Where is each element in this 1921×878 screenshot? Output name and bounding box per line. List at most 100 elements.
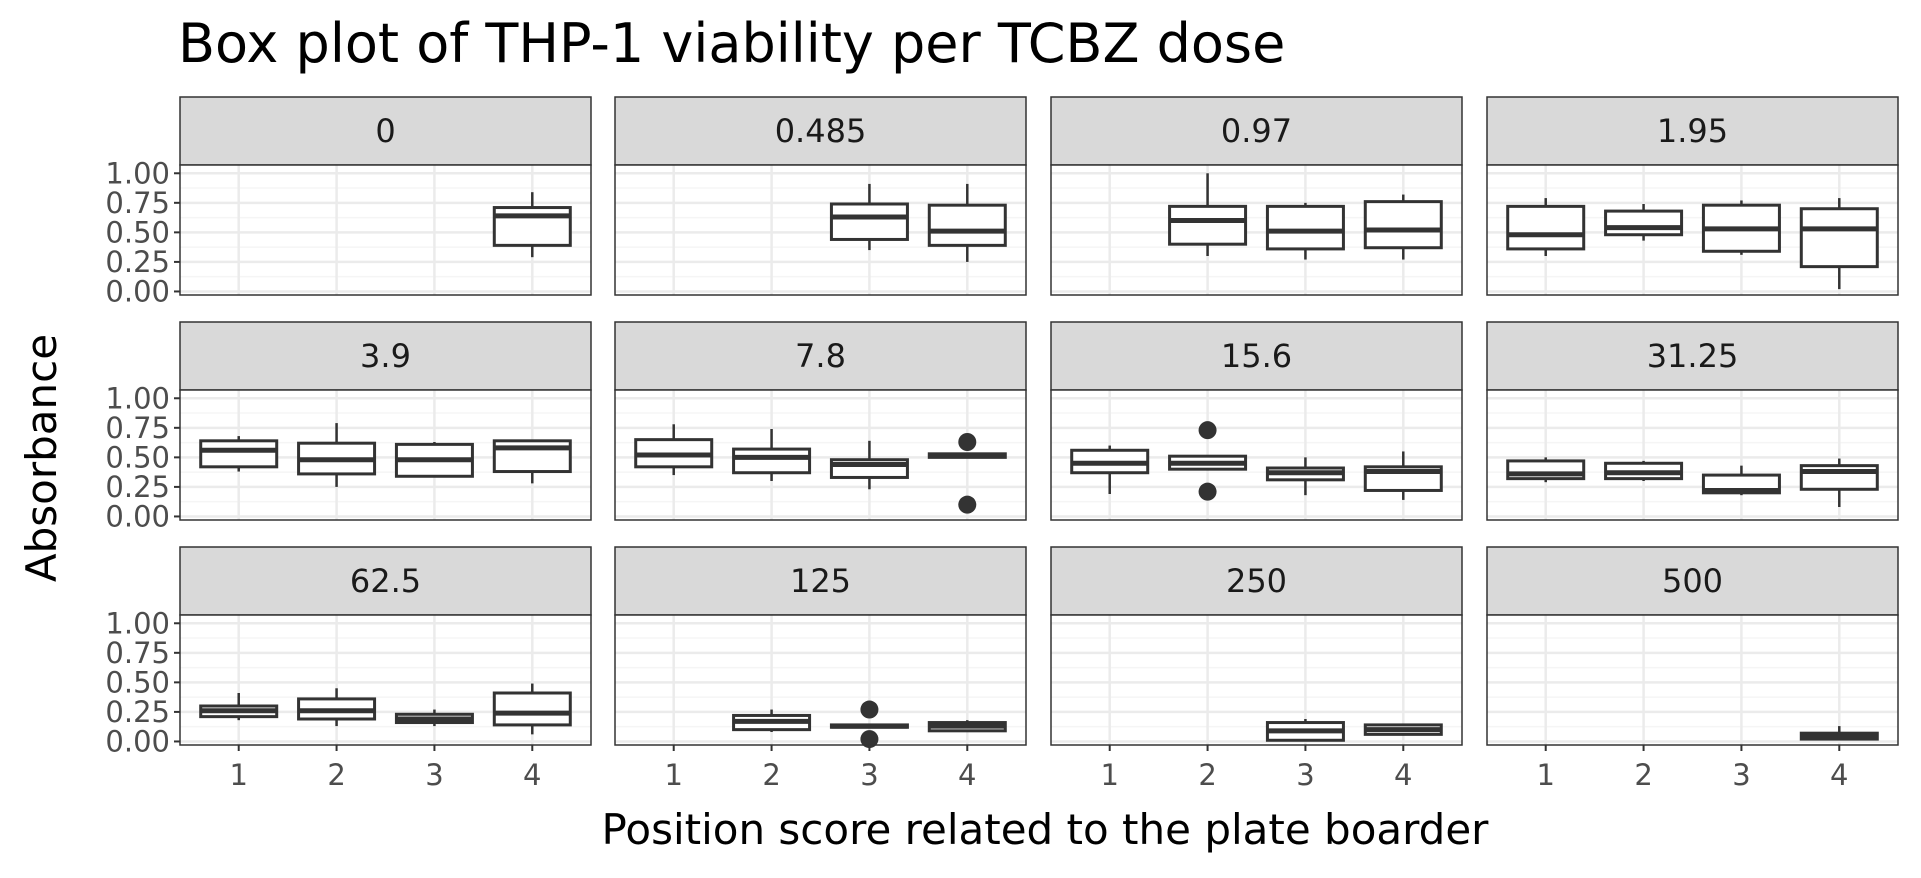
- facet-panel: 0 0.000.250.500.751.00: [105, 96, 592, 308]
- box-3: [1265, 719, 1345, 742]
- x-tick-label: 2: [762, 758, 780, 792]
- facet-panel: 250 1 2 3 4: [1050, 546, 1463, 792]
- panel-border: [1486, 164, 1899, 296]
- y-tick-label: 0.75: [105, 411, 170, 445]
- box-iqr: [492, 206, 572, 247]
- x-tick-label: 2: [1198, 758, 1216, 792]
- box-3: [1701, 465, 1781, 496]
- outlier-point: [958, 433, 977, 451]
- box-1: [1506, 457, 1586, 483]
- box-3: [394, 442, 474, 478]
- box-1: [199, 693, 279, 721]
- box-iqr: [199, 439, 279, 469]
- box-4: [1799, 198, 1879, 290]
- box-1: [1506, 198, 1586, 256]
- facet-strip: [1486, 96, 1899, 166]
- y-tick-label: 0.50: [105, 215, 170, 249]
- x-tick-label: 4: [523, 758, 541, 792]
- box-1: [634, 424, 714, 476]
- y-axis-title: Absorbance: [17, 334, 66, 582]
- panel-border: [614, 614, 1027, 746]
- panel-border: [1050, 164, 1463, 296]
- x-tick-label: 3: [425, 758, 443, 792]
- box-iqr: [927, 203, 1007, 247]
- facet-strip: [614, 96, 1027, 166]
- facet-strip-label: 7.8: [795, 337, 846, 375]
- panel-border: [1486, 389, 1899, 521]
- facet-panel: 500 1 2 3 4: [1486, 546, 1899, 792]
- box-iqr: [1265, 204, 1345, 251]
- facet-panel: 3.9 0.000.250.500.751.00: [105, 321, 592, 533]
- facet-panel: 62.5 0.000.250.500.751.00 1 2 3 4: [105, 546, 592, 792]
- facet-panels: 00.000.250.500.751.000.485 0.97 1.953.90.0…: [105, 96, 1899, 792]
- chart-title: Box plot of THP-1 viability per TCBZ dos…: [178, 12, 1285, 75]
- box-4: [927, 720, 1007, 733]
- outlier-point: [1198, 482, 1217, 501]
- box-iqr: [829, 202, 909, 241]
- box-3: [829, 700, 909, 749]
- box-iqr: [1604, 209, 1684, 237]
- box-iqr: [492, 691, 572, 727]
- box-4: [927, 183, 1007, 262]
- box-iqr: [1506, 204, 1586, 251]
- x-tick-label: 3: [1296, 758, 1314, 792]
- facet-strip: [1050, 546, 1463, 616]
- box-3: [1265, 457, 1345, 496]
- box-iqr: [1799, 207, 1879, 269]
- panel-border: [614, 164, 1027, 296]
- facet-strip: [1486, 321, 1899, 391]
- box-2: [732, 709, 812, 732]
- facet-strip-label: 0.485: [775, 112, 867, 150]
- facet-strip-label: 1.95: [1657, 112, 1728, 150]
- panel-border: [179, 389, 592, 521]
- facet-panel: 15.6: [1050, 321, 1463, 521]
- facet-panel: 7.8: [614, 321, 1027, 521]
- panel-border: [1050, 389, 1463, 521]
- x-tick-label: 1: [664, 758, 682, 792]
- facet-panel: 125 1 2 3 4: [614, 546, 1027, 792]
- facet-panel: 0.485: [614, 96, 1027, 296]
- box-4: [492, 439, 572, 484]
- box-4: [1799, 726, 1879, 741]
- box-3: [1265, 202, 1345, 260]
- x-tick-label: 1: [229, 758, 247, 792]
- outlier-point: [860, 730, 879, 749]
- box-3: [829, 183, 909, 251]
- x-axis-title: Position score related to the plate boar…: [602, 805, 1490, 854]
- facet-strip: [614, 321, 1027, 391]
- box-2: [732, 429, 812, 481]
- y-tick-label: 1.00: [105, 606, 170, 640]
- box-2: [297, 688, 377, 727]
- box-iqr: [732, 447, 812, 475]
- y-tick-label: 0.50: [105, 440, 170, 474]
- panel-border: [1050, 614, 1463, 746]
- box-2: [1168, 421, 1248, 501]
- x-tick-label: 1: [1100, 758, 1118, 792]
- box-2: [297, 423, 377, 487]
- facet-strip: [614, 546, 1027, 616]
- facet-strip-label: 500: [1662, 562, 1723, 600]
- facet-strip-label: 0: [375, 112, 395, 150]
- box-1: [1070, 445, 1150, 494]
- outlier-point: [860, 700, 879, 719]
- facet-panel: 31.25: [1486, 321, 1899, 521]
- facet-strip: [179, 96, 592, 166]
- x-tick-label: 2: [1634, 758, 1652, 792]
- facet-strip-label: 15.6: [1221, 337, 1292, 375]
- facet-strip-label: 62.5: [350, 562, 421, 600]
- box-3: [829, 440, 909, 490]
- x-tick-label: 3: [860, 758, 878, 792]
- box-4: [492, 683, 572, 735]
- box-2: [1604, 460, 1684, 481]
- facet-strip-label: 0.97: [1221, 112, 1292, 150]
- box-iqr: [1168, 204, 1248, 246]
- box-2: [1604, 204, 1684, 241]
- box-4: [1799, 458, 1879, 507]
- y-tick-label: 0.25: [105, 470, 170, 504]
- facet-strip: [179, 321, 592, 391]
- x-tick-label: 1: [1536, 758, 1554, 792]
- y-tick-label: 0.00: [105, 499, 170, 533]
- box-4: [492, 192, 572, 258]
